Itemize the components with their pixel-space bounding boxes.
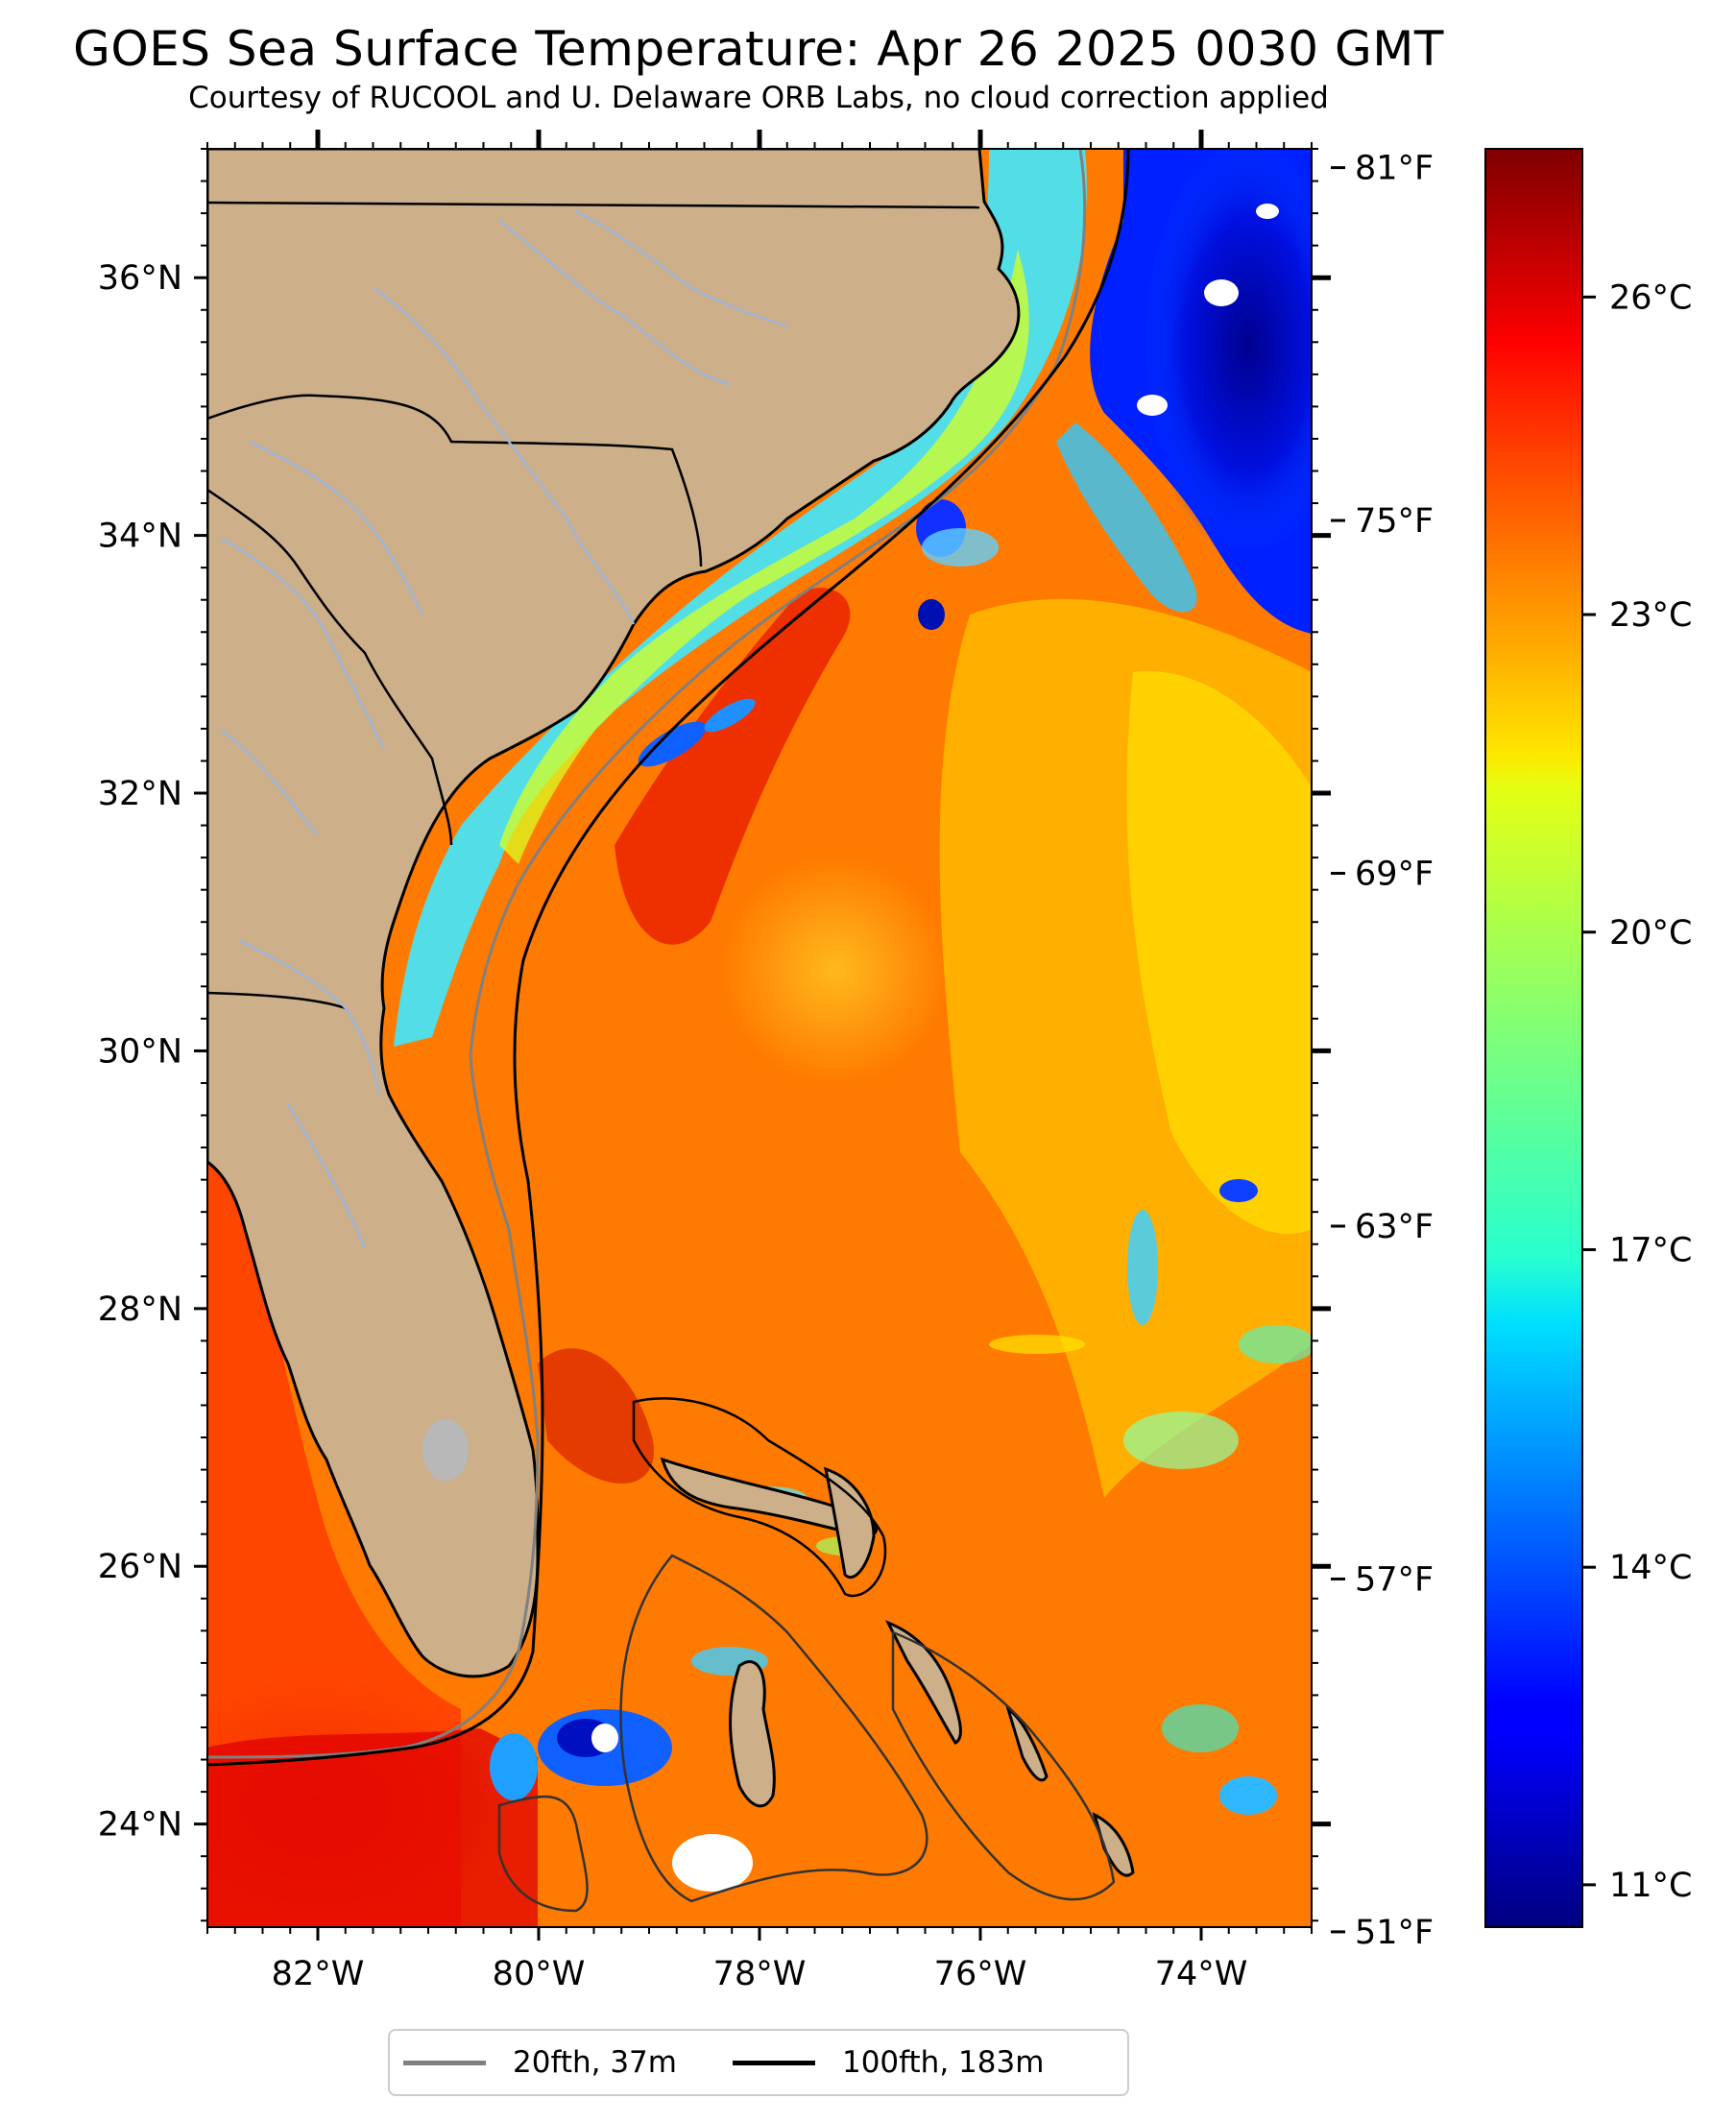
lat-label: 24°N xyxy=(98,1806,182,1845)
colorbar-label: 17°C xyxy=(1609,1231,1692,1269)
lat-label: 28°N xyxy=(98,1291,182,1329)
gulf-stream-band xyxy=(615,588,851,945)
fahrenheit-label: 51°F xyxy=(1355,1914,1434,1952)
sst-map xyxy=(207,149,1312,1927)
lon-label: 82°W xyxy=(272,1955,365,1993)
lon-label: 80°W xyxy=(493,1955,586,1993)
fahrenheit-axis: 81°F 75°F 69°F 63°F 57°F 51°F xyxy=(1331,150,1434,1952)
cold-core xyxy=(1143,149,1312,557)
legend-item-20fth: 20fth, 37m xyxy=(403,2045,677,2080)
fahrenheit-label: 75°F xyxy=(1355,502,1434,541)
map-title: GOES Sea Surface Temperature: Apr 26 202… xyxy=(73,21,1444,77)
isobath-cay-sal xyxy=(497,1795,589,1913)
fahrenheit-label: 57°F xyxy=(1355,1560,1434,1599)
lat-label: 32°N xyxy=(98,775,182,813)
legend-swatch-black xyxy=(732,2060,815,2065)
isobath-great-bahama-bank xyxy=(619,1554,928,1903)
isobaths xyxy=(207,149,1130,1913)
colorbar-label: 14°C xyxy=(1609,1549,1692,1587)
land-bahamas-south xyxy=(1092,1812,1135,1877)
isobath-20fth xyxy=(207,149,1087,1759)
isobath-legend: 20fth, 37m 100fth, 183m xyxy=(388,2029,1129,2096)
longitude-axis: 82°W 80°W 78°W 76°W 74°W xyxy=(206,130,1313,1993)
isobath-bank-100fth xyxy=(632,1397,887,1598)
fahrenheit-label: 63°F xyxy=(1355,1208,1434,1246)
land-bahamas-eleuthera xyxy=(884,1620,962,1745)
lon-label: 78°W xyxy=(713,1955,807,1993)
latitude-axis: 36°N 34°N 32°N 30°N 28°N 26°N 24°N xyxy=(98,148,1331,1922)
lon-label: 74°W xyxy=(1155,1955,1248,1993)
gulf-stream-band-south xyxy=(538,1348,654,1484)
lat-label: 34°N xyxy=(98,518,182,556)
lat-label: 26°N xyxy=(98,1548,182,1586)
warm-eddy xyxy=(720,855,951,1085)
cyan-filament-north xyxy=(1056,422,1197,613)
land-bahamas-abaco xyxy=(824,1466,876,1579)
state-borders xyxy=(207,201,980,1010)
lat-label: 36°N xyxy=(98,259,182,298)
legend-label-20fth: 20fth, 37m xyxy=(513,2045,677,2080)
florida-bay-red xyxy=(207,1728,538,1927)
legend-label-100fth: 100fth, 183m xyxy=(841,2045,1045,2080)
isobath-exumas xyxy=(891,1630,1116,1901)
colorbar xyxy=(1484,148,1583,1928)
lat-label: 30°N xyxy=(98,1032,182,1071)
lon-label: 76°W xyxy=(934,1955,1027,1993)
map-subtitle: Courtesy of RUCOOL and U. Delaware ORB L… xyxy=(188,81,1329,115)
fahrenheit-label: 81°F xyxy=(1355,150,1434,188)
sst-field-yellow-east xyxy=(1126,671,1312,1235)
lake-okeechobee xyxy=(422,1419,469,1481)
legend-swatch-gray xyxy=(403,2060,486,2065)
land-us-southeast xyxy=(207,149,1021,1678)
colorbar-axis: 26°C 23°C 20°C 17°C 14°C 11°C xyxy=(1582,278,1692,1905)
fahrenheit-label: 69°F xyxy=(1355,856,1434,894)
colorbar-label: 11°C xyxy=(1609,1867,1692,1905)
no-data-areas xyxy=(591,204,1279,1892)
colorbar-label: 26°C xyxy=(1609,278,1692,317)
isobath-100fth xyxy=(207,149,1130,1767)
land-bahamas-cat xyxy=(1005,1705,1049,1782)
land-bahamas-andros xyxy=(729,1660,776,1808)
rivers xyxy=(220,209,788,1249)
colorbar-label: 20°C xyxy=(1609,914,1692,953)
colorbar-label: 23°C xyxy=(1609,596,1692,635)
legend-item-100fth: 100fth, 183m xyxy=(732,2045,1045,2080)
